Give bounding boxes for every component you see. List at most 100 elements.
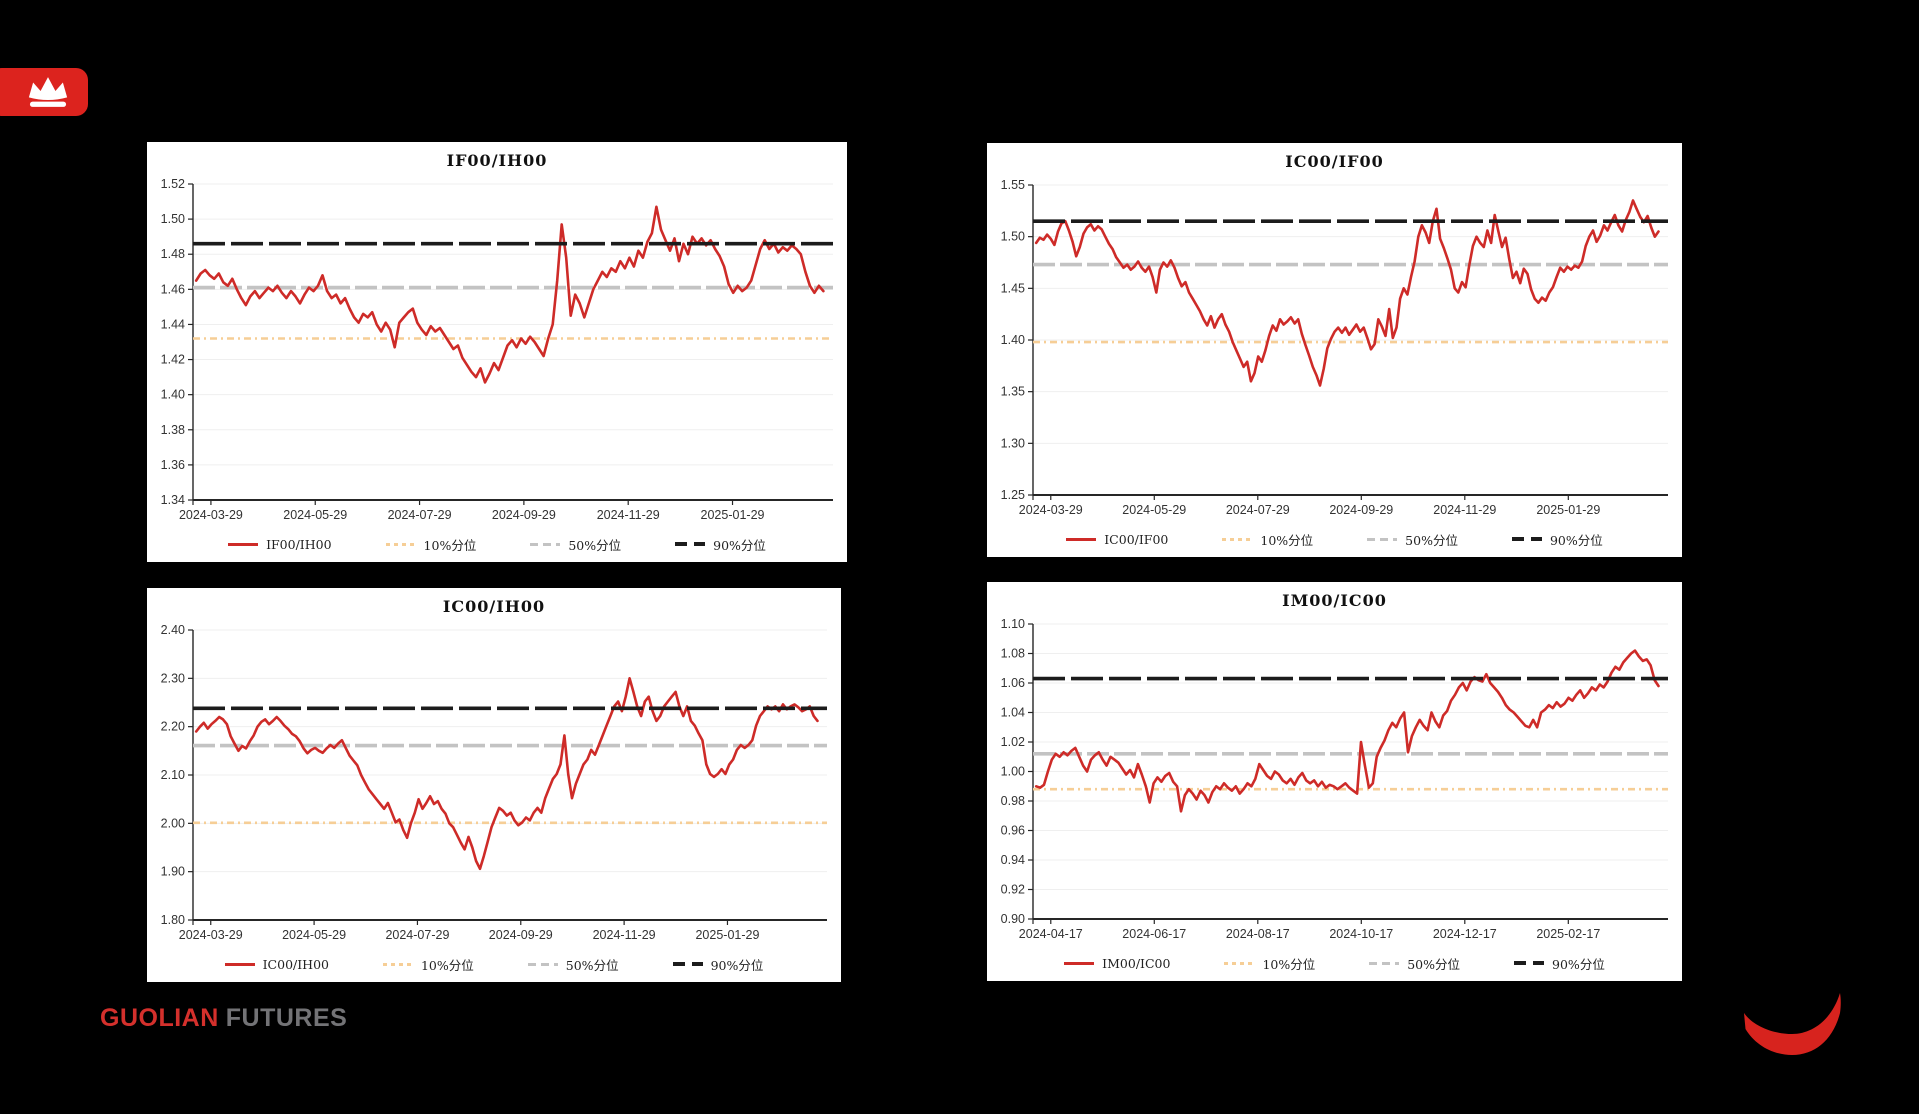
- legend-swatch-p90: [675, 542, 706, 546]
- x-tick-label: 2024-11-29: [1433, 503, 1496, 517]
- chart-legend: IM00/IC00 10%分位 50%分位 90%分位: [987, 953, 1682, 973]
- y-tick-label: 1.25: [1001, 488, 1025, 502]
- ratio-series-line: [194, 677, 819, 871]
- x-tick-label: 2024-03-29: [179, 928, 243, 942]
- legend-label: 10%分位: [1262, 956, 1316, 972]
- legend-swatch-p90: [1511, 537, 1542, 541]
- legend-swatch-p50: [1367, 537, 1398, 541]
- y-tick-label: 2.40: [161, 623, 185, 637]
- y-tick-label: 1.50: [1001, 230, 1025, 244]
- y-tick-label: 1.46: [161, 282, 185, 296]
- y-tick-label: 1.30: [1001, 436, 1025, 450]
- legend-item-p10: 10%分位: [1224, 954, 1315, 973]
- y-tick-label: 1.55: [1001, 178, 1025, 192]
- legend-swatch-p10: [1224, 961, 1255, 965]
- y-tick-label: 1.40: [161, 388, 185, 402]
- y-tick-label: 1.44: [161, 317, 185, 331]
- x-tick-label: 2024-11-29: [593, 928, 656, 942]
- x-tick-label: 2024-11-29: [597, 508, 660, 522]
- legend-swatch-p50: [530, 542, 561, 546]
- brand-name-guolian: GUOLIAN: [100, 1004, 219, 1032]
- x-tick-label: 2024-07-29: [1226, 503, 1290, 517]
- x-tick-label: 2024-05-29: [283, 508, 347, 522]
- y-tick-label: 1.35: [1001, 385, 1025, 399]
- legend-swatch-p90: [1514, 961, 1545, 965]
- legend-swatch-series: [1066, 537, 1097, 541]
- y-tick-label: 1.10: [1001, 617, 1025, 631]
- crown-icon: [28, 77, 68, 107]
- legend-label: IC00/IF00: [1104, 531, 1169, 547]
- x-axis: 2024-03-29 2024-05-29 2024-07-29 2024-09-29…: [1019, 495, 1600, 517]
- legend-label: 50%分位: [1407, 956, 1461, 972]
- y-tick-label: 0.92: [1001, 883, 1025, 897]
- y-tick-label: 1.00: [1001, 765, 1025, 779]
- chart-plot: 1.34 1.36 1.38 1.40 1.42 1.44 1.46 1.48 1.50 1.52…: [147, 142, 847, 562]
- x-tick-label: 2024-05-29: [1122, 503, 1186, 517]
- x-tick-label: 2024-07-29: [385, 928, 449, 942]
- legend-item-p50: 50%分位: [1369, 954, 1460, 973]
- x-tick-label: 2024-09-29: [492, 508, 556, 522]
- chart-title: IF00/IH00: [446, 151, 548, 170]
- legend-swatch-p10: [385, 542, 416, 546]
- legend-swatch-p90: [672, 962, 703, 966]
- x-tick-label: 2024-05-29: [282, 928, 346, 942]
- x-tick-label: 2024-08-17: [1226, 927, 1290, 941]
- chart-canvas: 1.34 1.36 1.38 1.40 1.42 1.44 1.46 1.48 1.50 1.52…: [161, 177, 833, 522]
- guolian-swoosh-logo: [1744, 993, 1841, 1055]
- chart-panel-im00-ic00: IM00/IC00 0.90 0.92 0.94 0.96 0.98 1.00 1.02 1.…: [987, 582, 1682, 981]
- y-tick-label: 2.00: [161, 816, 185, 830]
- legend-label: 90%分位: [1552, 956, 1605, 972]
- legend-label: IC00/IH00: [262, 956, 329, 972]
- brand-crown-badge: [0, 68, 88, 116]
- legend-item-p50: 50%分位: [1367, 530, 1458, 549]
- y-tick-label: 0.98: [1001, 794, 1025, 808]
- legend-item-p90: 90%分位: [672, 955, 763, 974]
- y-tick-label: 1.38: [161, 423, 185, 437]
- chart-title: IM00/IC00: [1282, 591, 1387, 610]
- legend-item-p50: 50%分位: [527, 955, 619, 974]
- chart-legend: IC00/IH00 10%分位 50%分位 90%分位: [147, 954, 841, 974]
- y-tick-label: 1.45: [1001, 281, 1025, 295]
- legend-item-p50: 50%分位: [530, 535, 621, 554]
- chart-plot: 0.90 0.92 0.94 0.96 0.98 1.00 1.02 1.04 1.06 1.08…: [987, 582, 1682, 981]
- x-axis: 2024-03-29 2024-05-29 2024-07-29 2024-09-29…: [179, 920, 759, 942]
- y-tick-label: 1.06: [1001, 676, 1025, 690]
- y-axis: 1.80 1.90 2.00 2.10 2.20 2.30 2.40: [161, 623, 193, 927]
- y-tick-label: 0.94: [1001, 853, 1025, 867]
- y-axis: 1.34 1.36 1.38 1.40 1.42 1.44 1.46 1.48 1.50 1.52: [161, 177, 193, 507]
- y-tick-label: 1.48: [161, 247, 185, 261]
- legend-item-series: IF00/IH00: [228, 537, 332, 552]
- y-axis: 0.90 0.92 0.94 0.96 0.98 1.00 1.02 1.04 1.06 1.08…: [1001, 617, 1033, 926]
- ratio-series-line: [194, 205, 825, 384]
- y-tick-label: 1.08: [1001, 647, 1025, 661]
- x-tick-label: 2025-01-29: [695, 928, 759, 942]
- gridlines: [193, 629, 827, 873]
- y-tick-label: 1.36: [161, 458, 185, 472]
- legend-item-p10: 10%分位: [382, 955, 474, 974]
- brand-name-futures: FUTURES: [225, 1004, 348, 1032]
- legend-item-p90: 90%分位: [675, 535, 766, 554]
- chart-canvas: 0.90 0.92 0.94 0.96 0.98 1.00 1.02 1.04 1.06 1.08…: [1001, 617, 1668, 941]
- y-tick-label: 1.34: [161, 493, 185, 507]
- legend-label: 90%分位: [1549, 532, 1603, 548]
- x-tick-label: 2025-01-29: [1536, 503, 1600, 517]
- legend-item-series: IC00/IF00: [1066, 532, 1168, 547]
- y-tick-label: 1.52: [161, 177, 185, 191]
- legend-swatch-p10: [1222, 537, 1253, 541]
- y-tick-label: 1.04: [1001, 706, 1025, 720]
- chart-plot: 1.80 1.90 2.00 2.10 2.20 2.30 2.40 2024-03-29 20…: [147, 588, 841, 982]
- legend-label: 10%分位: [1260, 532, 1314, 548]
- x-tick-label: 2024-03-29: [1019, 503, 1083, 517]
- y-tick-label: 2.20: [161, 720, 185, 734]
- legend-swatch-series: [228, 542, 259, 546]
- legend-item-p10: 10%分位: [1222, 530, 1313, 549]
- legend-item-series: IM00/IC00: [1064, 956, 1170, 971]
- chart-legend: IC00/IF00 10%分位 50%分位 90%分位: [987, 529, 1682, 549]
- chart-legend: IF00/IH00 10%分位 50%分位 90%分位: [147, 534, 847, 554]
- x-tick-label: 2024-12-17: [1433, 927, 1497, 941]
- chart-panel-if00-ih00: IF00/IH00 1.34 1.36 1.38 1.40 1.42 1.44 1.46 1.…: [147, 142, 847, 562]
- legend-swatch-p50: [1369, 961, 1400, 965]
- ratio-series-line: [1034, 649, 1660, 813]
